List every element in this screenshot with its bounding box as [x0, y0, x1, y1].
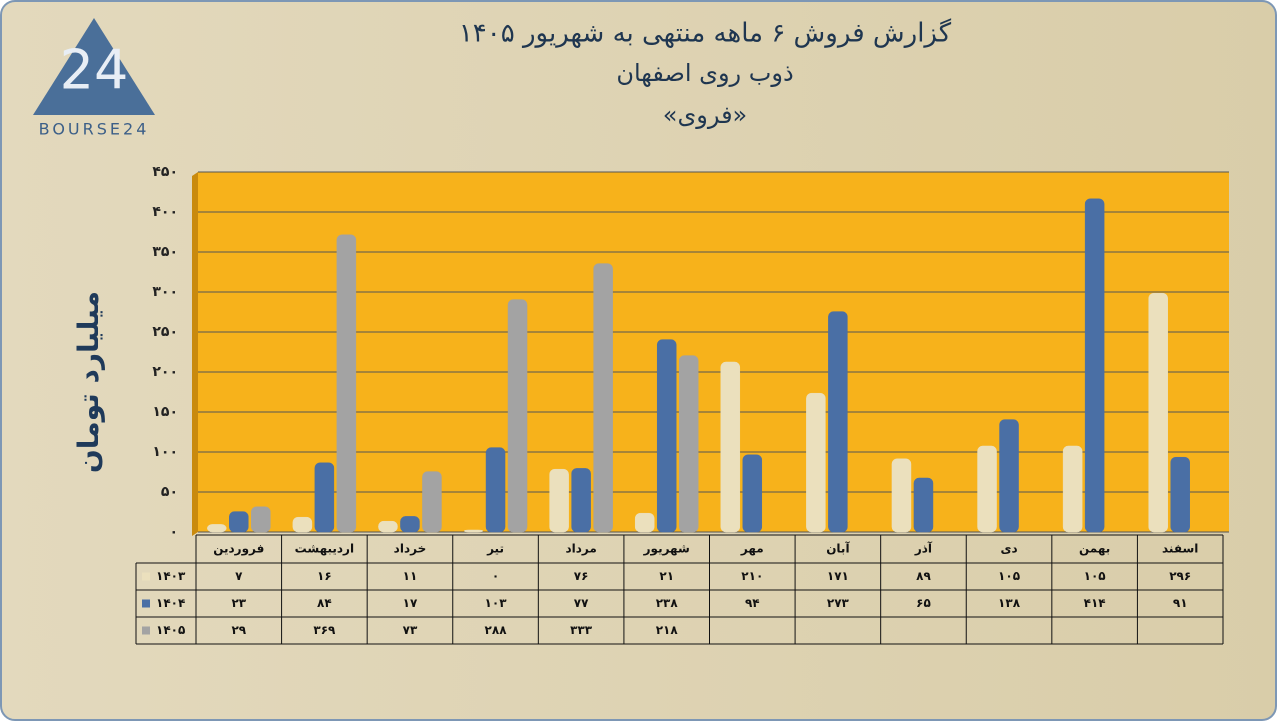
chart-title: گزارش فروش ۶ ماهه منتهی به شهریور ۱۴۰۵ — [459, 18, 952, 49]
x-tick-label: آبان — [826, 541, 850, 556]
table-value: ۴۱۴ — [1084, 596, 1106, 610]
x-tick-label: فروردین — [213, 542, 264, 557]
table-value: ۳۶۹ — [313, 623, 336, 637]
x-tick-label: دی — [1000, 542, 1017, 556]
table-value: ۲۷۳ — [827, 596, 850, 610]
table-value: ۱۳۸ — [998, 596, 1021, 610]
bar — [571, 468, 591, 533]
table-value: ۲۳ — [231, 596, 246, 610]
symbol: «فروی» — [663, 101, 747, 129]
x-tick-label: اردیبهشت — [295, 542, 354, 556]
legend-label: ۱۴۰۵ — [156, 623, 185, 637]
bar — [229, 511, 249, 533]
bar — [251, 506, 271, 533]
bar — [1148, 292, 1168, 533]
bar — [806, 392, 826, 533]
x-tick-label: شهریور — [643, 542, 690, 557]
y-tick-label: ۴۵۰ — [152, 164, 178, 180]
bar — [977, 445, 997, 533]
bar — [400, 516, 420, 533]
x-tick-label: اسفند — [1162, 542, 1198, 556]
y-tick-label: ۰ — [169, 524, 178, 540]
bar — [634, 512, 655, 533]
y-tick-label: ۴۰۰ — [152, 204, 178, 220]
y-tick-label: ۳۵۰ — [152, 244, 178, 260]
bar — [378, 520, 398, 533]
x-tick-label: مهر — [740, 542, 764, 556]
table-value: ۷ — [235, 569, 243, 583]
table-value: ۱۷ — [403, 596, 418, 610]
table-value: ۸۴ — [317, 596, 332, 610]
bar — [314, 462, 335, 533]
x-tick-label: تیر — [486, 542, 504, 556]
x-tick-label: مرداد — [565, 542, 596, 556]
legend-swatch — [142, 626, 150, 635]
logo-mark: 24 — [60, 39, 129, 102]
y-tick-label: ۲۰۰ — [152, 364, 178, 380]
bar — [742, 454, 763, 533]
legend-label: ۱۴۰۳ — [156, 569, 186, 583]
x-tick-label: آذر — [914, 541, 933, 556]
table-value: ۱۷۱ — [827, 569, 849, 583]
bar — [463, 529, 484, 533]
table-value: ۹۴ — [745, 596, 760, 610]
table-value: ۲۹ — [231, 623, 246, 637]
bar — [913, 477, 934, 533]
table-value: ۱۰۵ — [1084, 569, 1106, 583]
bar — [207, 524, 227, 533]
table-value: ۷۳ — [403, 623, 418, 637]
x-tick-label: خرداد — [394, 542, 427, 556]
table-value: ۹۱ — [1173, 596, 1188, 610]
table-value: ۳۳۳ — [570, 623, 593, 637]
table-value: ۷۷ — [574, 596, 589, 610]
legend-swatch — [142, 599, 150, 608]
bar — [336, 234, 357, 533]
table-value: ۲۳۸ — [656, 596, 679, 610]
table-value: ۲۱۰ — [741, 569, 763, 583]
bar — [593, 263, 613, 533]
table-value: ۲۱ — [659, 569, 674, 583]
legend-swatch — [142, 572, 150, 581]
bar — [678, 355, 699, 533]
bar — [828, 311, 848, 533]
bar — [485, 447, 506, 533]
bar — [549, 468, 569, 533]
y-tick-label: ۱۰۰ — [152, 444, 178, 460]
bar — [507, 299, 528, 533]
table-value: ۱۰۵ — [998, 569, 1020, 583]
y-tick-label: ۲۵۰ — [152, 324, 178, 340]
plot-wall — [192, 172, 198, 536]
bar — [720, 361, 741, 533]
y-axis-label: میلیارد تومان — [72, 291, 105, 473]
logo: 24 BOURSE24 — [33, 18, 155, 139]
table-value: ۲۱۸ — [656, 623, 679, 637]
y-tick-label: ۵۰ — [161, 484, 178, 500]
table-value: ۸۹ — [916, 569, 931, 583]
table-value: ۲۹۶ — [1169, 569, 1191, 583]
bar — [422, 471, 442, 533]
bar — [1170, 456, 1190, 533]
table-value: ۰ — [492, 569, 499, 583]
plot-area — [198, 172, 1229, 532]
legend-label: ۱۴۰۴ — [156, 596, 185, 610]
table-value: ۱۶ — [317, 569, 332, 583]
chart-subtitle: ذوب روی اصفهان — [616, 59, 793, 87]
bar — [999, 419, 1019, 533]
table-value: ۷۶ — [574, 569, 589, 583]
x-tick-label: بهمن — [1079, 542, 1110, 556]
bar — [656, 339, 677, 533]
y-tick-label: ۱۵۰ — [152, 404, 178, 420]
table-value: ۱۰۳ — [485, 596, 508, 610]
bar — [1084, 198, 1105, 533]
bar — [891, 458, 912, 533]
bar — [292, 516, 313, 533]
table-value: ۶۵ — [916, 596, 931, 610]
y-tick-label: ۳۰۰ — [152, 284, 178, 300]
logo-name: BOURSE24 — [39, 120, 150, 139]
table-value: ۲۸۸ — [485, 623, 508, 637]
bar — [1062, 445, 1083, 533]
table-value: ۱۱ — [403, 569, 418, 583]
